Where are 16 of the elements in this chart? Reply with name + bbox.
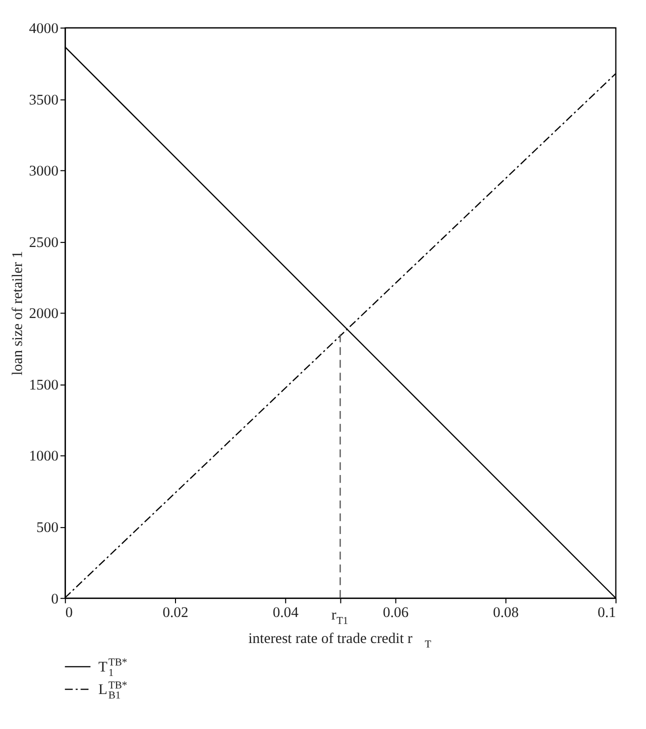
y-tick-label: 3500 [29, 92, 59, 108]
y-axis-title: loan size of retailer 1 [10, 251, 26, 376]
y-tick-label: 2000 [29, 306, 59, 322]
y-tick-label: 500 [36, 520, 59, 536]
y-tick-label: 2500 [29, 234, 59, 251]
y-tick-label: 1000 [29, 448, 59, 465]
x-tick-label: 0 [65, 605, 73, 622]
y-tick-label: 0 [51, 591, 59, 608]
x-tick-label: 0.1 [598, 605, 616, 622]
x-tick-label: 0.04 [272, 605, 300, 622]
x-tick-label: 0.06 [382, 605, 409, 622]
y-tick-label: 1500 [29, 377, 59, 394]
x-tick-label: 0.02 [162, 605, 188, 622]
y-tick-label: 3000 [29, 164, 59, 180]
x-tick-label: 0.08 [492, 605, 519, 622]
y-tick-label: 4000 [29, 21, 59, 37]
